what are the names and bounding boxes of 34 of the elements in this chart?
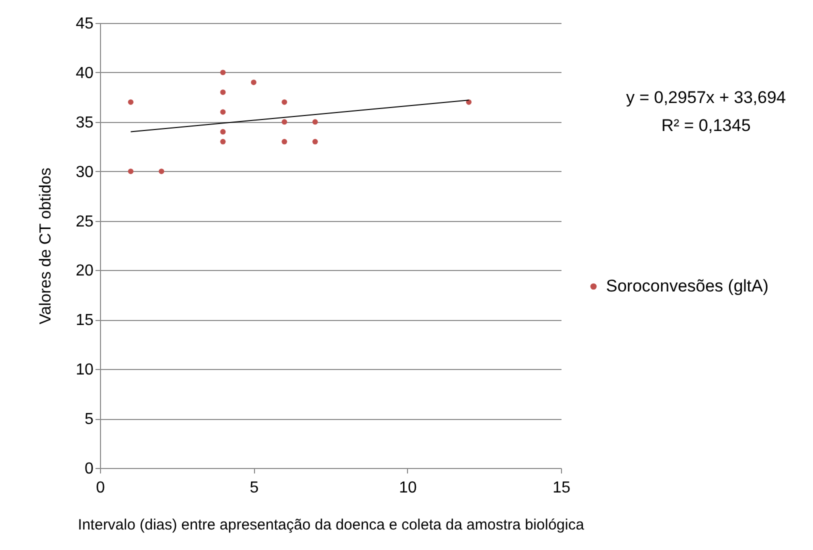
point — [282, 119, 288, 125]
x-tick-label: 15 — [552, 480, 570, 496]
y-tick-label: 30 — [76, 164, 94, 181]
y-tick-label: 0 — [84, 460, 94, 478]
legend-label: Soroconvesões (gltA) — [606, 276, 769, 296]
point — [250, 80, 256, 86]
point — [220, 70, 226, 76]
x-axis-title: Intervalo (dias) entre apresentação da doenca e coleta da amostra biológica — [78, 516, 585, 534]
point — [312, 138, 318, 144]
point — [220, 89, 226, 95]
y-tick-label: 40 — [76, 64, 94, 82]
point — [220, 138, 226, 144]
y-tick-label: 45 — [76, 16, 94, 32]
x-tick-label: 0 — [96, 480, 106, 496]
y-tick-label: 35 — [76, 114, 94, 132]
y-tick-label: 20 — [76, 262, 94, 280]
y-tick-label: 15 — [76, 312, 94, 330]
point — [466, 99, 472, 105]
x-tick-label: 5 — [250, 480, 259, 496]
point — [282, 99, 288, 105]
y-axis-title: Valores de CT obtidos — [38, 168, 55, 324]
text: R² = 0,1345 — [661, 116, 751, 135]
y-tick-label: 10 — [76, 362, 94, 379]
point — [128, 168, 134, 174]
point — [158, 168, 164, 174]
point — [312, 119, 318, 125]
y-tick-label: 5 — [84, 411, 94, 428]
y-tick-label: 25 — [76, 213, 94, 230]
x-tick-label: 10 — [398, 480, 417, 496]
point — [220, 129, 226, 135]
point — [220, 109, 226, 115]
point — [128, 99, 134, 105]
point — [282, 138, 288, 144]
text: y = 0,2957x + 33,694 — [626, 88, 786, 107]
